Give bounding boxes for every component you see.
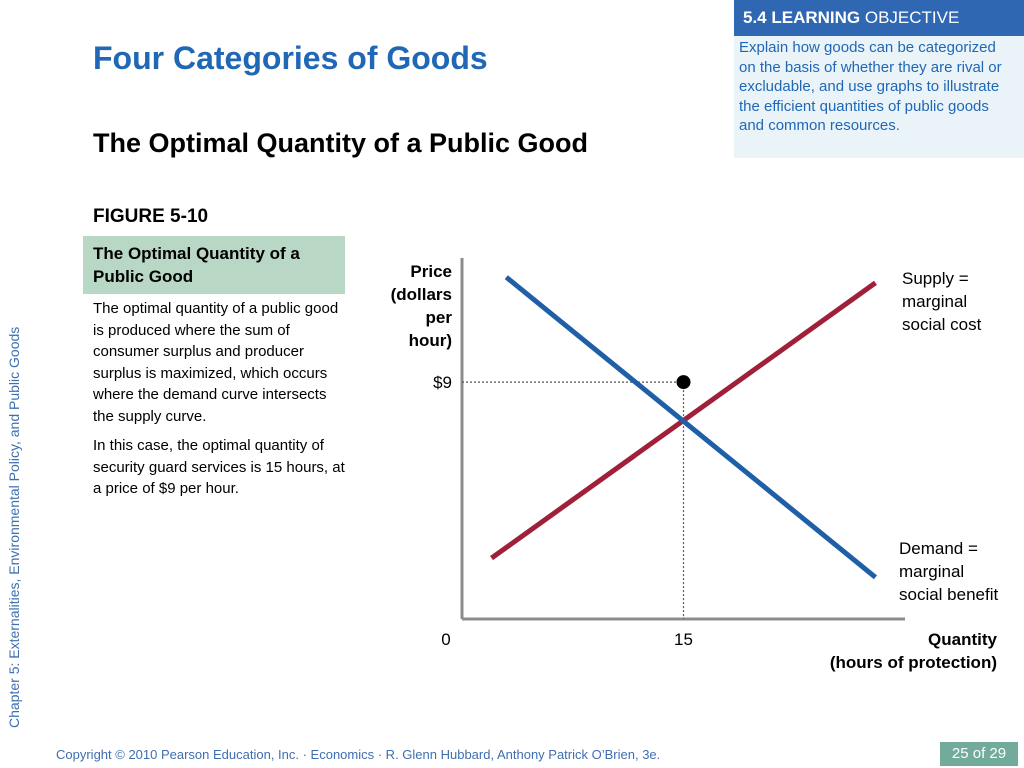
supply-label-line: marginal (902, 292, 967, 311)
x-axis-label-line: Quantity (928, 630, 997, 649)
y-tick-label: $9 (433, 373, 452, 392)
page-number: 25 of 29 (940, 742, 1018, 766)
supply-curve-label: Supply = marginal social cost (902, 269, 982, 334)
learning-objective-text: Explain how goods can be categorized on … (734, 36, 1024, 158)
learning-objective-panel: 5.4 LEARNING OBJECTIVE Explain how goods… (734, 0, 1024, 158)
x-axis-label: Quantity (hours of protection) (830, 630, 998, 672)
y-axis-label-line: Price (410, 262, 452, 281)
y-axis-label-line: per (426, 308, 453, 327)
learning-objective-number: 5.4 LEARNING (743, 8, 861, 27)
y-axis-label: Price (dollars per hour) (391, 262, 453, 350)
slide-subtitle: The Optimal Quantity of a Public Good (93, 128, 589, 158)
y-axis-label-line: (dollars (391, 285, 452, 304)
figure-description: The optimal quantity of a public good is… (93, 298, 348, 508)
learning-objective-header: 5.4 LEARNING OBJECTIVE (734, 0, 1024, 36)
figure-label: FIGURE 5-10 (93, 206, 209, 227)
x-tick-label: 0 (441, 630, 450, 649)
x-tick-label: 15 (674, 630, 693, 649)
demand-label-line: social benefit (899, 585, 999, 604)
equilibrium-point (676, 375, 691, 390)
supply-label-line: social cost (902, 315, 982, 334)
description-paragraph: In this case, the optimal quantity of se… (93, 437, 345, 497)
x-axis-label-line: (hours of protection) (830, 653, 997, 672)
slide-title: Four Categories of Goods (93, 40, 488, 76)
description-paragraph: The optimal quantity of a public good is… (93, 300, 339, 425)
learning-objective-word: OBJECTIVE (860, 8, 960, 27)
y-axis-label-line: hour) (409, 331, 452, 350)
demand-label-line: marginal (899, 562, 964, 581)
supply-label-line: Supply = (902, 269, 969, 288)
demand-curve-label: Demand = marginal social benefit (899, 539, 999, 604)
demand-label-line: Demand = (899, 539, 978, 558)
figure-title-box: The Optimal Quantity of a Public Good (83, 236, 345, 294)
demand-curve (504, 275, 878, 580)
copyright-footer: Copyright © 2010 Pearson Education, Inc.… (56, 747, 661, 762)
